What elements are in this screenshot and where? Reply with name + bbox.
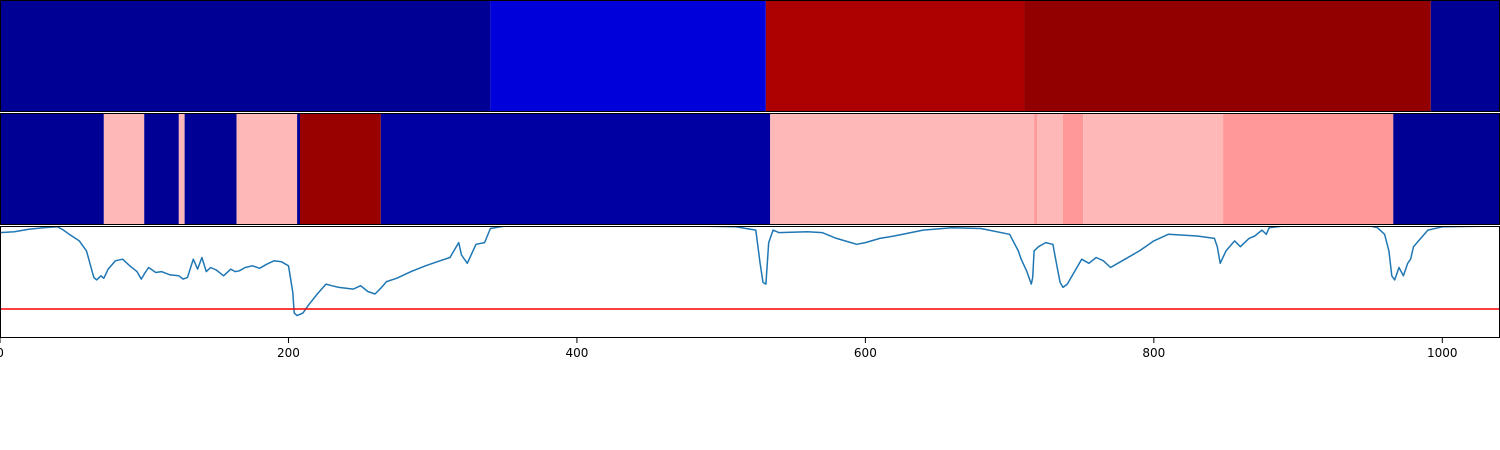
heat-segment-2-3 [178, 113, 185, 225]
panel-frame-3 [0, 226, 1500, 338]
heat-segment-2-7 [300, 113, 381, 225]
x-tick-label-1000: 1000 [1427, 346, 1458, 360]
heatmap-panel-1 [0, 0, 1500, 112]
x-tick-label-800: 800 [1142, 346, 1165, 360]
x-tick-label-0: 0 [0, 346, 4, 360]
heat-segment-2-1 [103, 113, 145, 225]
heat-segment-1-3 [1024, 0, 1431, 112]
x-axis: 0 200 400 600 800 1000 [0, 338, 1458, 360]
heat-segment-2-13 [1083, 113, 1224, 225]
heat-segment-2-4 [184, 113, 237, 225]
heat-segment-2-11 [1037, 113, 1063, 225]
heat-segment-2-9 [770, 113, 1035, 225]
heat-segment-2-5 [236, 113, 298, 225]
x-tick-label-600: 600 [854, 346, 877, 360]
heatmap-panel-2 [0, 113, 1500, 225]
x-tick-label-200: 200 [277, 346, 300, 360]
heat-segment-2-2 [144, 113, 179, 225]
heat-segment-2-12 [1062, 113, 1084, 225]
heat-segment-1-4 [1430, 0, 1500, 112]
signal-line [0, 226, 1500, 317]
heat-segment-2-8 [380, 113, 771, 225]
line-panel [0, 226, 1500, 317]
heat-segment-2-6 [297, 113, 300, 225]
heat-segment-2-10 [1034, 113, 1038, 225]
heat-segment-2-14 [1223, 113, 1394, 225]
heat-segment-2-0 [0, 113, 104, 225]
heat-segment-1-0 [0, 0, 491, 112]
heat-segment-1-1 [490, 0, 766, 112]
x-tick-label-400: 400 [565, 346, 588, 360]
heat-segment-2-15 [1393, 113, 1500, 225]
heat-segment-1-2 [765, 0, 1025, 112]
